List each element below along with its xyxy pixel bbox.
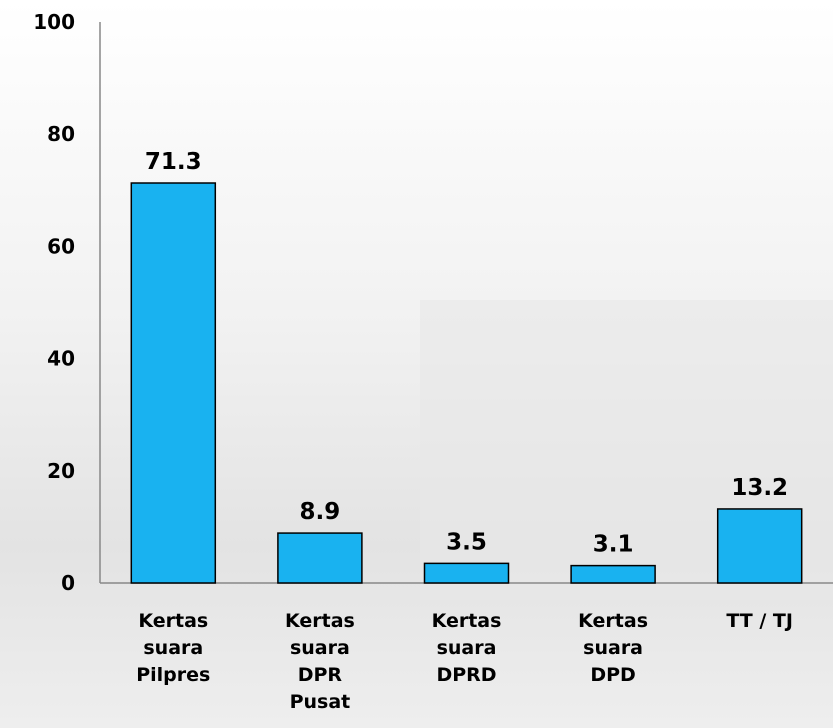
x-tick-label: TT / TJ	[726, 610, 793, 632]
y-tick-label: 20	[47, 459, 75, 483]
x-tick-label-line: DPD	[590, 664, 635, 686]
x-tick-label-line: suara	[143, 637, 203, 659]
x-tick-label-line: Kertas	[578, 610, 648, 632]
bar	[425, 563, 509, 583]
y-tick-label: 40	[47, 347, 75, 371]
y-tick-label: 0	[61, 571, 75, 595]
value-label: 8.9	[300, 499, 341, 525]
value-label: 3.1	[593, 532, 634, 558]
page: 0 20 40 60 80 100 Kertas suara Pilpres 71.3 Kertas…	[0, 0, 833, 728]
x-tick-label: Kertas suara DPRD	[432, 610, 502, 686]
x-tick-label-line: Pilpres	[136, 664, 210, 686]
value-label: 3.5	[446, 529, 487, 555]
x-tick-label-line: Kertas	[285, 610, 355, 632]
x-tick-label-line: DPR	[298, 664, 343, 686]
x-tick-label-line: suara	[583, 637, 643, 659]
y-tick-label: 100	[33, 10, 75, 34]
value-label: 13.2	[731, 475, 788, 501]
bar	[278, 533, 362, 583]
x-tick-label-line: suara	[437, 637, 497, 659]
x-tick-label-line: Kertas	[432, 610, 502, 632]
x-tick-label-line: Pusat	[290, 691, 351, 713]
x-tick-label-line: TT / TJ	[726, 610, 793, 632]
x-tick-label: Kertas suara Pilpres	[136, 610, 210, 686]
bar	[571, 566, 655, 583]
y-tick-label: 60	[47, 234, 75, 258]
x-tick-label-line: DPRD	[436, 664, 496, 686]
y-tick-label: 80	[47, 122, 75, 146]
value-label: 71.3	[145, 149, 202, 175]
chart: 0 20 40 60 80 100 Kertas suara Pilpres 71.3 Kertas…	[0, 0, 833, 728]
bar	[718, 509, 802, 583]
bar	[131, 183, 215, 583]
x-tick-label-line: Kertas	[138, 610, 208, 632]
x-tick-label-line: suara	[290, 637, 350, 659]
